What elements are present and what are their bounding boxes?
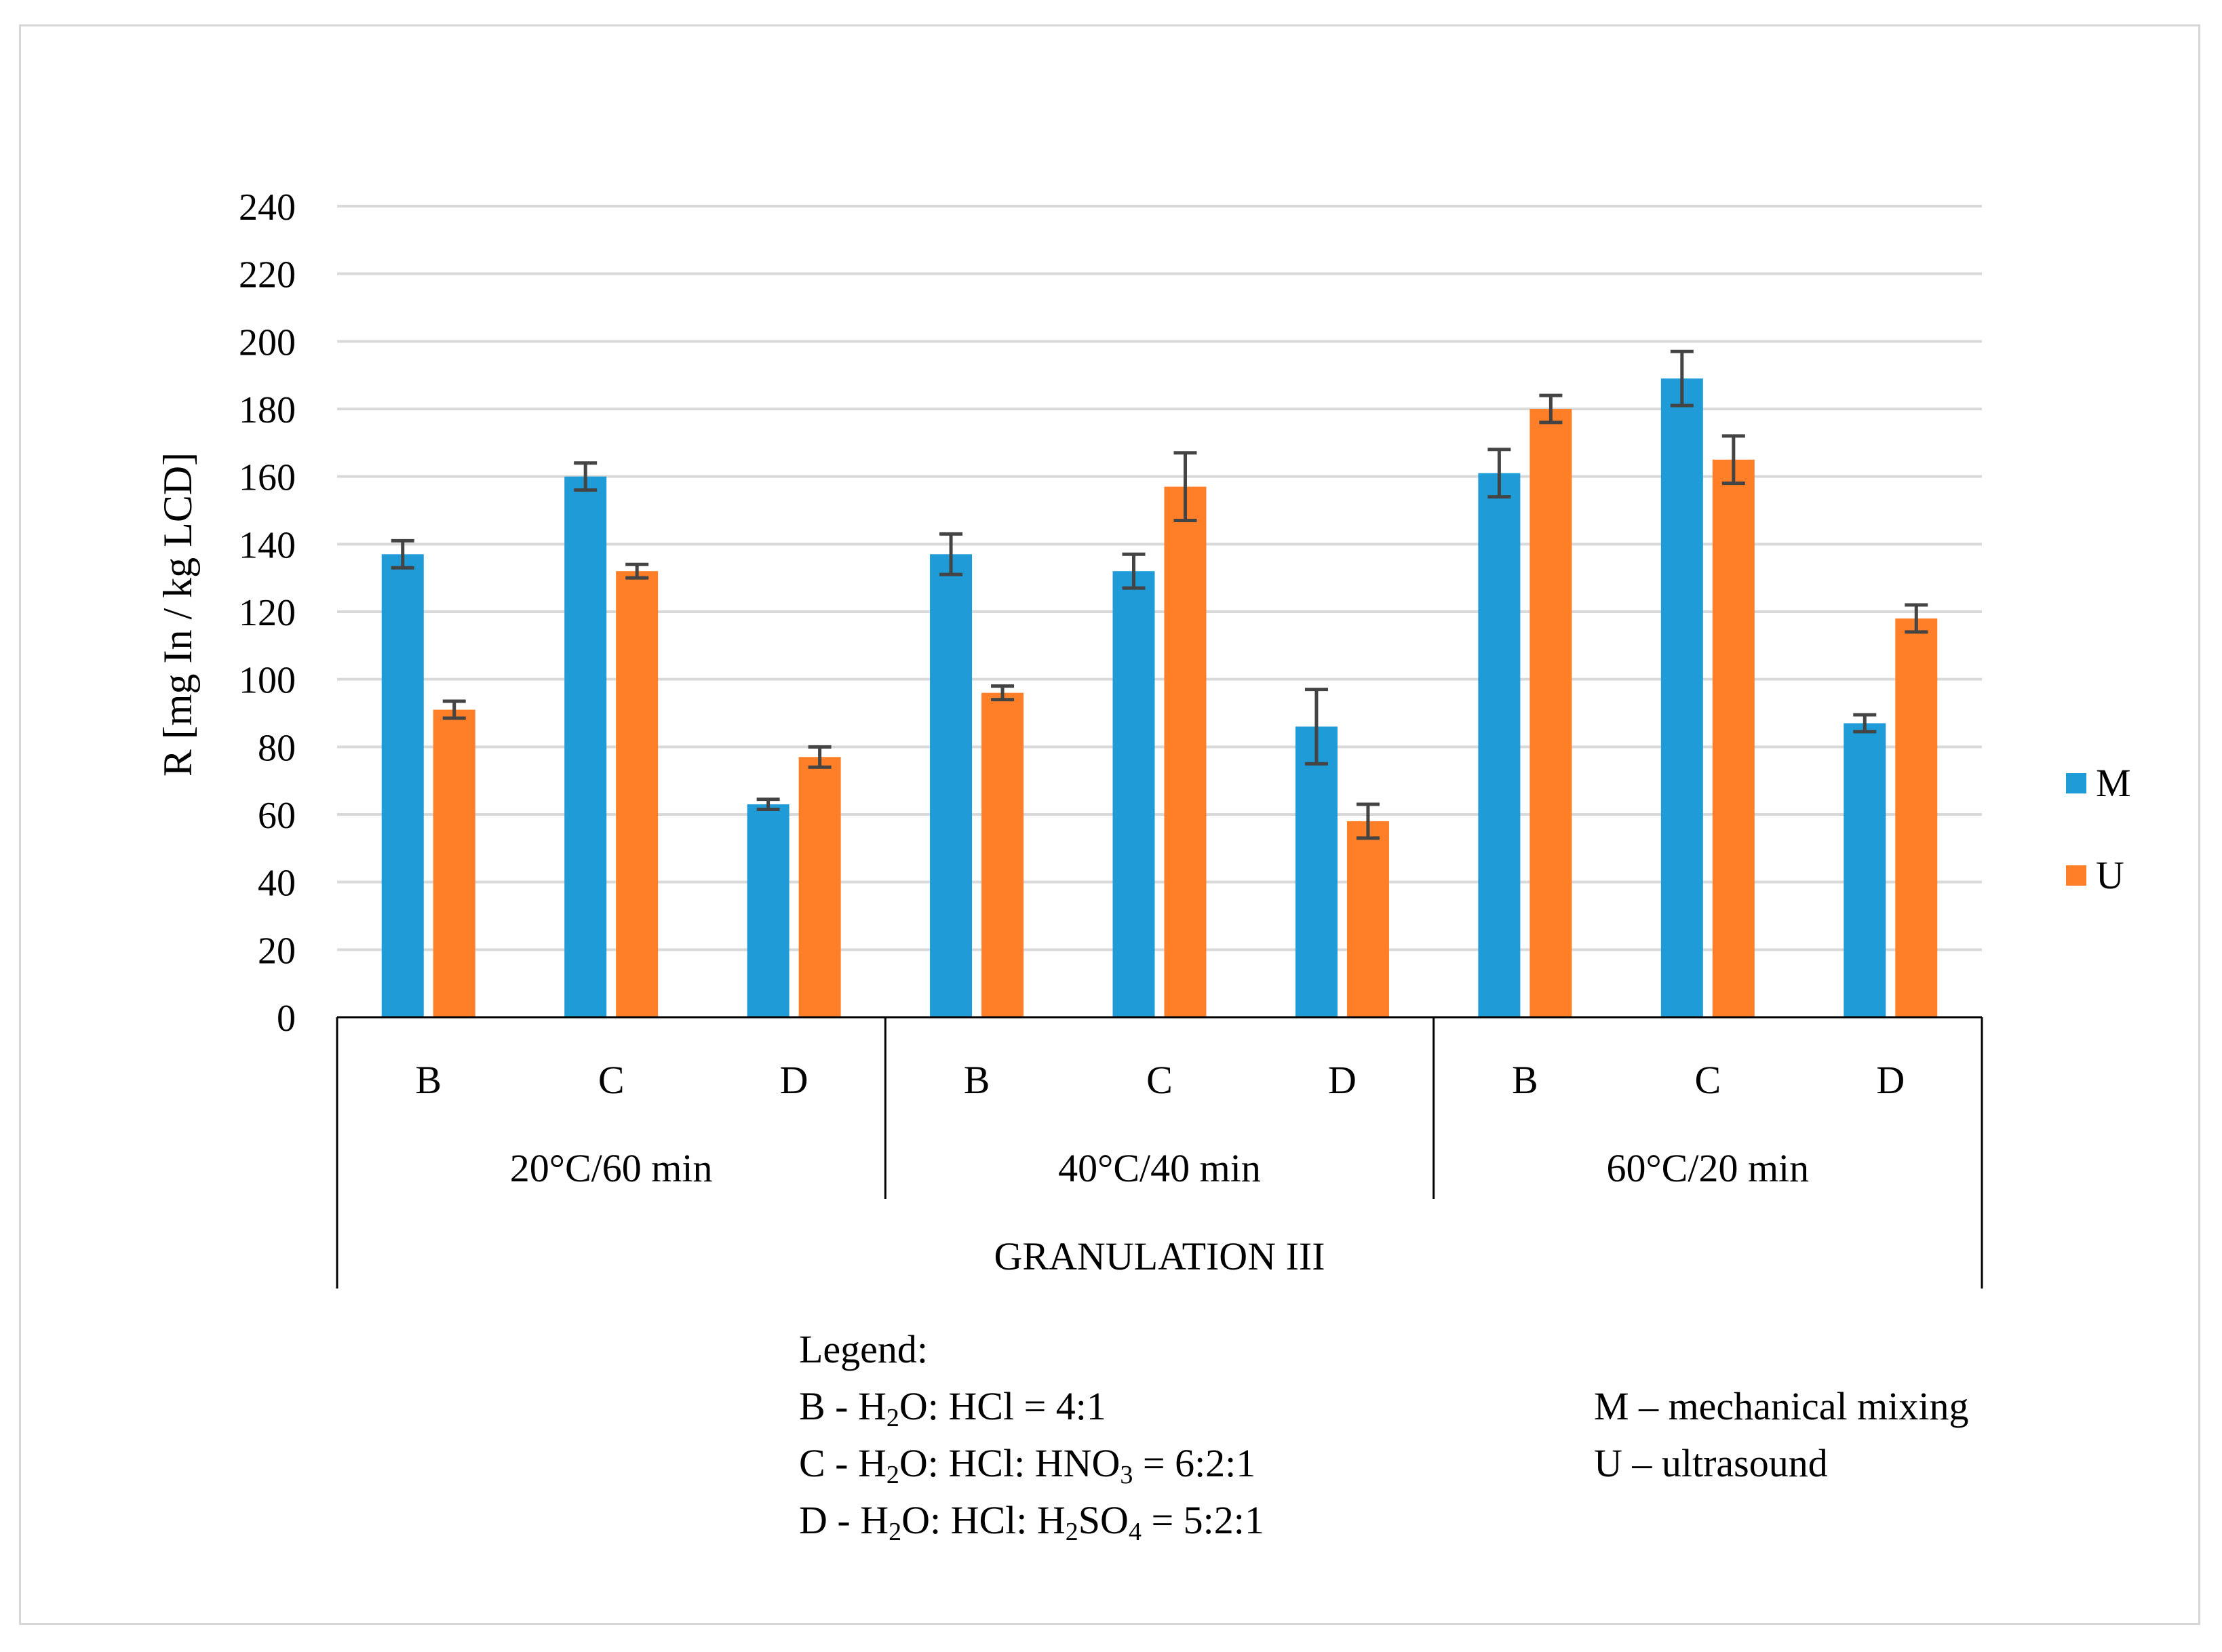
category-label: C	[1694, 1058, 1721, 1102]
category-label: B	[415, 1058, 442, 1102]
y-tick-label: 200	[239, 321, 296, 363]
category-label: D	[1328, 1058, 1357, 1102]
legend-label-U: U	[2096, 853, 2124, 897]
legend: MU	[2066, 761, 2131, 897]
category-label: B	[964, 1058, 990, 1102]
category-label: B	[1512, 1058, 1538, 1102]
bar-U-4	[1164, 486, 1207, 1017]
legend-swatch-U	[2066, 865, 2086, 886]
legend-heading: Legend:	[799, 1327, 929, 1371]
legend-note-d: D - H2O: HCl: H2SO4 = 5:2:1	[799, 1498, 1264, 1546]
y-tick-label: 120	[239, 592, 296, 634]
category-label: C	[598, 1058, 625, 1102]
bars	[381, 378, 1938, 1017]
y-tick-label: 220	[239, 254, 296, 296]
gridlines	[337, 205, 1982, 951]
axes	[336, 1016, 1983, 1289]
error-bars	[391, 349, 1928, 840]
bar-M-4	[1112, 571, 1155, 1017]
x-axis-label: GRANULATION III	[994, 1234, 1325, 1278]
y-tick-label: 160	[239, 457, 296, 499]
y-tick-label: 60	[258, 795, 296, 837]
group-label: 60°C/20 min	[1606, 1146, 1809, 1190]
bar-M-2	[747, 804, 790, 1017]
bar-U-3	[981, 692, 1024, 1017]
bar-U-8	[1895, 618, 1938, 1017]
bar-M-8	[1844, 723, 1886, 1017]
category-label: C	[1146, 1058, 1173, 1102]
bar-M-5	[1295, 726, 1338, 1017]
legend-swatch-M	[2066, 773, 2086, 793]
bar-M-1	[564, 476, 607, 1017]
category-label: D	[780, 1058, 808, 1102]
legend-label-M: M	[2096, 761, 2131, 805]
bar-U-2	[798, 757, 841, 1017]
legend-note-b: B - H2O: HCl = 4:1	[799, 1384, 1106, 1432]
bar-U-5	[1346, 821, 1389, 1017]
y-tick-label: 0	[277, 998, 296, 1040]
y-tick-label: 240	[239, 186, 296, 229]
bar-M-0	[381, 554, 424, 1017]
category-labels: B C D B C D B C D 20°C/60 min 40°C/40 min 60°C/20 m…	[415, 1058, 1905, 1278]
bar-U-7	[1712, 459, 1755, 1017]
bar-U-1	[616, 571, 659, 1017]
y-tick-label: 140	[239, 524, 296, 566]
bar-M-7	[1660, 378, 1703, 1017]
legend-note-c: C - H2O: HCl: HNO3 = 6:2:1	[799, 1441, 1256, 1489]
legend-note-u: U – ultrasound	[1594, 1441, 1828, 1485]
bar-M-3	[930, 554, 973, 1017]
legend-note-m: M – mechanical mixing	[1594, 1384, 1969, 1428]
y-tick-label: 40	[258, 863, 296, 905]
group-label: 40°C/40 min	[1058, 1146, 1261, 1190]
y-tick-labels: 0 20 40 60 80 100 120 140 160 180 200 220 240	[239, 186, 296, 1040]
y-tick-label: 80	[258, 727, 296, 769]
y-tick-label: 20	[258, 930, 296, 972]
category-label: D	[1876, 1058, 1905, 1102]
bar-U-6	[1529, 409, 1572, 1017]
y-tick-label: 100	[239, 660, 296, 702]
y-axis-label: R [mg In / kg LCD]	[155, 452, 200, 776]
bar-U-0	[433, 709, 475, 1017]
bar-M-6	[1478, 473, 1521, 1017]
y-tick-label: 180	[239, 389, 296, 431]
group-label: 20°C/60 min	[510, 1146, 713, 1190]
